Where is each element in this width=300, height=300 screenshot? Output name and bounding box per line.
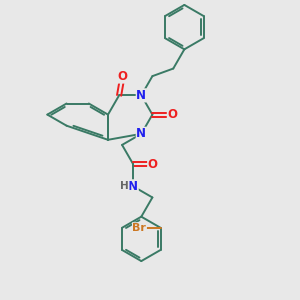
Text: N: N — [136, 89, 146, 102]
Text: O: O — [117, 70, 128, 83]
Text: Br: Br — [133, 223, 146, 233]
Text: O: O — [148, 158, 158, 171]
Text: N: N — [136, 127, 146, 140]
Text: O: O — [167, 108, 177, 121]
Text: N: N — [128, 180, 138, 193]
Text: H: H — [120, 182, 129, 191]
